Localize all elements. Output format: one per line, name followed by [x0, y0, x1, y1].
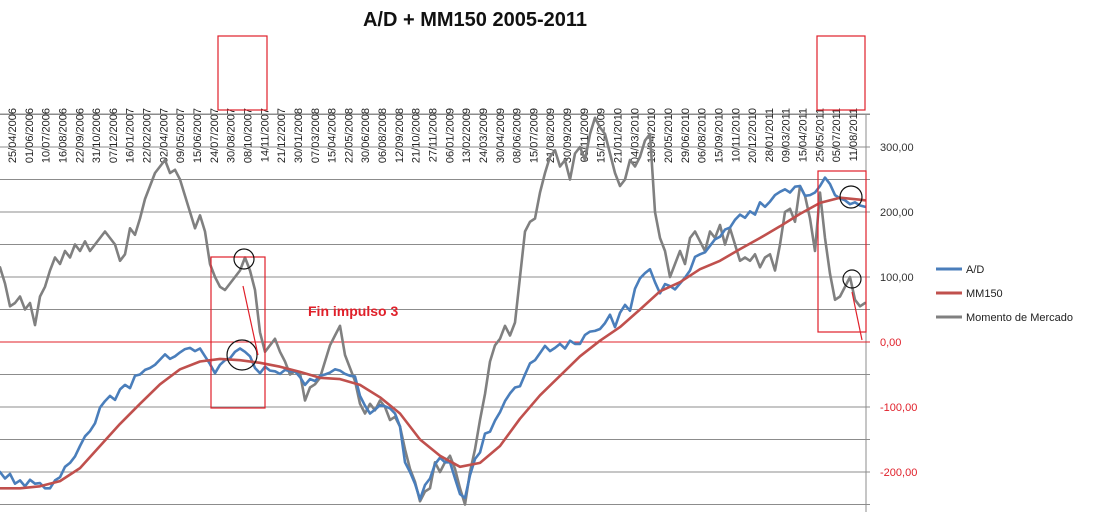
gridlines [0, 113, 870, 512]
y-tick-label: -100,00 [880, 402, 917, 414]
highlight-box-2007 [210, 256, 266, 409]
highlight-box-2011 [817, 170, 867, 333]
x-tick-label: 30/06/2008 [360, 108, 372, 163]
x-tick-label: 15/07/2009 [528, 108, 540, 163]
annotation-layer: Fin impulso 3 [210, 35, 867, 409]
x-tick-label: 07/03/2008 [310, 108, 322, 163]
x-tick-label: 13/04/2010 [646, 108, 658, 163]
highlight-circle [842, 269, 862, 289]
x-tick-label: 06/08/2008 [377, 108, 389, 163]
highlight-circle [233, 248, 255, 270]
x-tick-label: 08/10/2007 [242, 108, 254, 163]
y-tick-label: 300,00 [880, 142, 914, 154]
x-tick-label: 25/04/2006 [7, 108, 19, 163]
x-tick-label: 15/04/2008 [327, 108, 339, 163]
x-tick-label: 13/02/2009 [461, 108, 473, 163]
x-tick-label: 30/09/2009 [562, 108, 574, 163]
x-tick-label: 11/08/2011 [848, 108, 860, 161]
y-tick-label: -200,00 [880, 467, 917, 479]
x-tick-label: 05/07/2011 [831, 108, 843, 162]
highlight-box-dates-2007 [217, 35, 268, 111]
y-axis-tick-labels: 300,00 200,00 100,00 0,00 -100,00 -200,00 [880, 142, 917, 479]
legend: A/D MM150 Momento de Mercado [936, 264, 1073, 324]
x-tick-label: 22/02/2007 [142, 108, 154, 163]
highlight-circle [839, 185, 863, 209]
x-tick-label: 10/07/2006 [41, 108, 53, 163]
x-tick-label: 14/11/2007 [259, 108, 271, 162]
series-line-mm150 [0, 196, 867, 490]
x-tick-label: 28/01/2011 [764, 108, 776, 162]
x-tick-label: 29/06/2010 [680, 108, 692, 163]
x-tick-label: 20/05/2010 [663, 108, 675, 163]
x-tick-label: 15/09/2010 [713, 108, 725, 163]
x-tick-label: 09/05/2007 [175, 108, 187, 163]
series-line-a-d [0, 176, 867, 501]
legend-label: A/D [966, 264, 984, 276]
x-tick-label: 30/04/2009 [495, 108, 507, 163]
x-tick-label: 09/03/2011 [781, 108, 793, 162]
annotation-pointer [242, 285, 259, 356]
x-tick-label: 30/01/2008 [293, 108, 305, 163]
x-tick-label: 27/11/2008 [428, 108, 440, 162]
x-tick-label: 22/09/2006 [74, 108, 86, 163]
x-tick-label: 02/04/2007 [158, 108, 170, 163]
x-tick-label: 12/09/2008 [394, 108, 406, 163]
x-tick-label: 25/05/2011 [814, 108, 826, 162]
x-tick-label: 01/06/2006 [24, 108, 36, 163]
x-tick-label: 21/01/2010 [613, 108, 625, 163]
chart-title: A/D + MM150 2005-2011 [363, 9, 587, 31]
y-tick-label: 200,00 [880, 207, 914, 219]
x-tick-label: 20/12/2010 [747, 108, 759, 163]
x-tick-label: 15/04/2011 [798, 108, 810, 162]
annotation-pointer [851, 291, 863, 341]
x-tick-label: 08/06/2009 [512, 108, 524, 163]
series-line-momento-de-mercado [0, 116, 867, 506]
series-layer [0, 116, 867, 506]
x-tick-label: 06/01/2009 [444, 108, 456, 163]
x-tick-label: 15/12/2009 [596, 108, 608, 163]
x-tick-label: 24/03/2009 [478, 108, 490, 163]
x-axis-tick-labels: 25/04/2006 01/06/2006 10/07/2006 16/08/2006… [7, 108, 860, 163]
highlight-circle [226, 339, 258, 371]
x-tick-label: 16/08/2006 [57, 108, 69, 163]
x-tick-label: 10/11/2010 [730, 108, 742, 162]
x-tick-label: 21/10/2008 [411, 108, 423, 163]
highlight-box-dates-2011 [816, 35, 866, 111]
y-tick-label: 100,00 [880, 272, 914, 284]
legend-label: Momento de Mercado [966, 312, 1073, 324]
x-tick-label: 21/12/2007 [276, 108, 288, 163]
x-tick-label: 22/05/2008 [343, 108, 355, 163]
x-tick-label: 30/08/2007 [226, 108, 238, 163]
x-tick-label: 04/03/2010 [629, 108, 641, 163]
legend-label: MM150 [966, 288, 1003, 300]
y-tick-label: 0,00 [880, 337, 901, 349]
x-tick-label: 31/10/2006 [91, 108, 103, 163]
x-tick-label: 06/08/2010 [697, 108, 709, 163]
x-tick-label: 24/07/2007 [209, 108, 221, 163]
x-tick-label: 07/12/2006 [108, 108, 120, 163]
annotation-text: Fin impulso 3 [308, 303, 398, 319]
x-tick-label: 16/01/2007 [125, 108, 137, 163]
x-tick-label: 15/06/2007 [192, 108, 204, 163]
